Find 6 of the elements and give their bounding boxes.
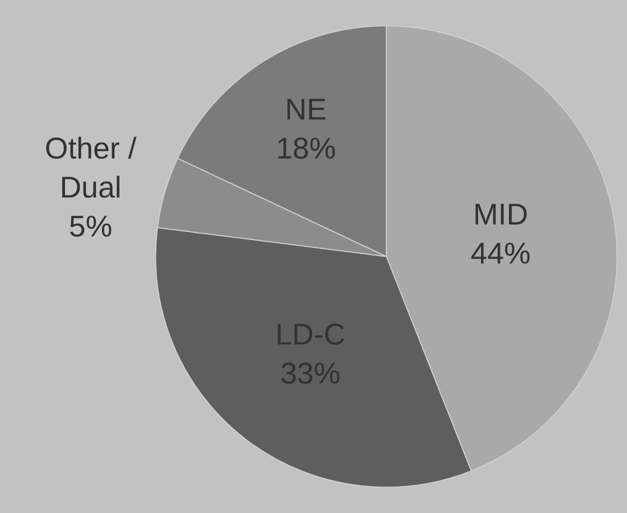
slice-label: Other / Dual — [44, 132, 138, 204]
data-label: 44% — [470, 238, 531, 271]
slice-label: NE — [285, 94, 327, 127]
slice-label: MID — [473, 198, 528, 232]
data-label: 18% — [276, 132, 336, 166]
data-label: 5% — [68, 210, 112, 244]
